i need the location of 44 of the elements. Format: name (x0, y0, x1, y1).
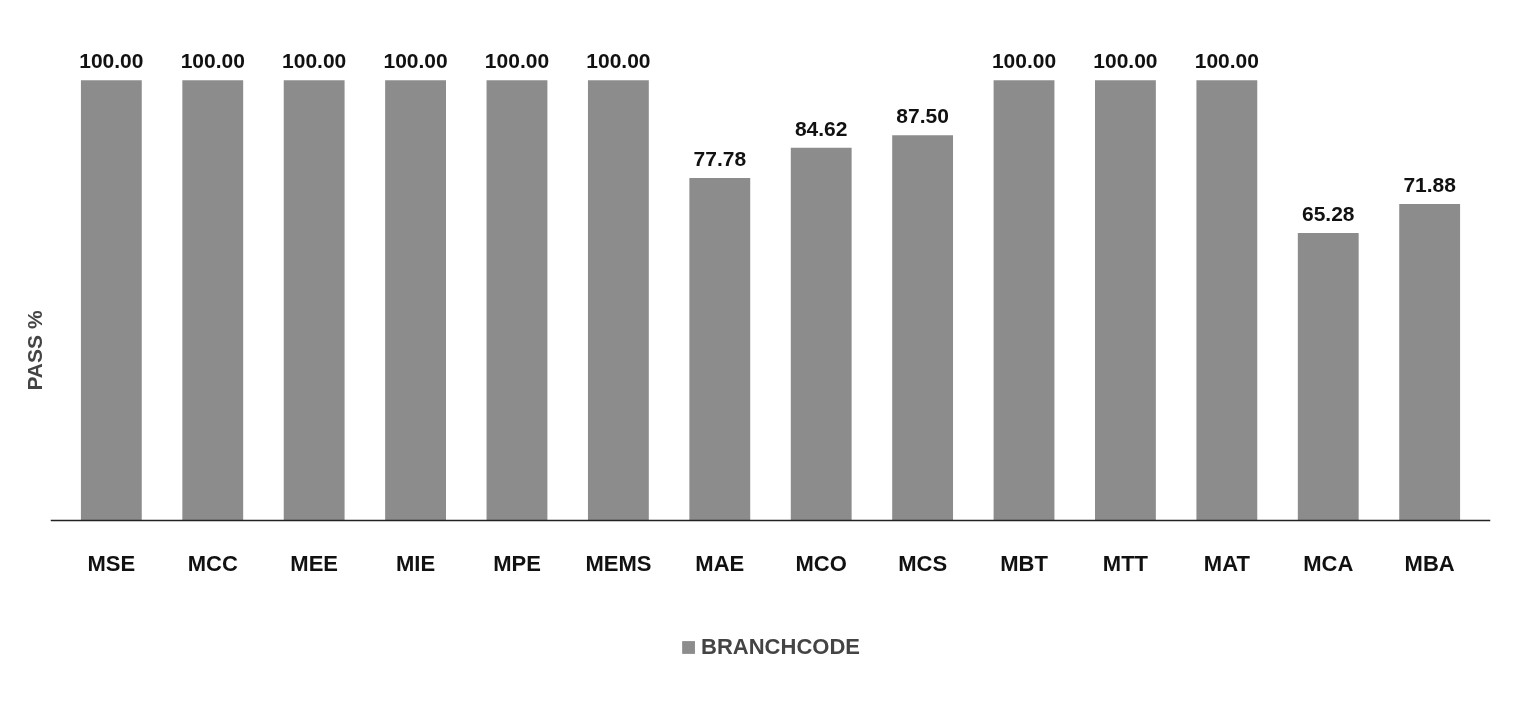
data-label: 100.00 (383, 49, 448, 73)
bar (1095, 80, 1156, 521)
x-tick-label: MCO (795, 550, 847, 576)
bar (1196, 80, 1258, 521)
data-label: 84.62 (794, 116, 848, 140)
data-label: 71.88 (1403, 172, 1457, 196)
data-label: 100.00 (180, 49, 245, 73)
data-label: 100.00 (586, 49, 651, 73)
data-label: 65.28 (1301, 202, 1355, 226)
legend-label: BRANCHCODE (701, 634, 860, 660)
bar (689, 177, 751, 521)
bar (182, 80, 244, 521)
bar (80, 80, 142, 521)
bar (587, 80, 649, 521)
x-tick-label: MBT (1000, 550, 1049, 576)
bar (486, 80, 548, 521)
x-tick-label: MCS (898, 550, 948, 576)
x-tick-label: MAT (1203, 550, 1251, 576)
data-label: 100.00 (991, 49, 1057, 73)
x-tick-label: MPE (493, 550, 541, 576)
x-tick-label: MEMS (585, 550, 652, 576)
data-label: 100.00 (1194, 49, 1259, 73)
x-tick-label: MTT (1102, 550, 1149, 576)
data-label: 100.00 (79, 49, 144, 73)
x-tick-label: MBA (1404, 550, 1455, 576)
x-tick-label: MCA (1303, 550, 1354, 576)
bar (385, 80, 446, 521)
x-tick-label: MCC (187, 550, 238, 576)
data-label: 77.78 (693, 146, 747, 170)
y-axis-title: PASS % (22, 310, 46, 391)
bar (1297, 233, 1359, 521)
x-tick-label: MIE (396, 550, 436, 576)
x-tick-label: MAE (695, 550, 745, 576)
data-label: 100.00 (282, 49, 347, 73)
x-tick-label: MEE (290, 550, 339, 576)
data-label: 100.00 (484, 49, 550, 73)
bar (993, 80, 1055, 521)
bar (892, 135, 954, 521)
bar (283, 80, 345, 521)
bar (790, 147, 852, 521)
x-tick-label: MSE (87, 550, 136, 576)
data-label: 100.00 (1093, 49, 1158, 73)
bar (1399, 203, 1461, 521)
data-label: 87.50 (896, 104, 949, 128)
